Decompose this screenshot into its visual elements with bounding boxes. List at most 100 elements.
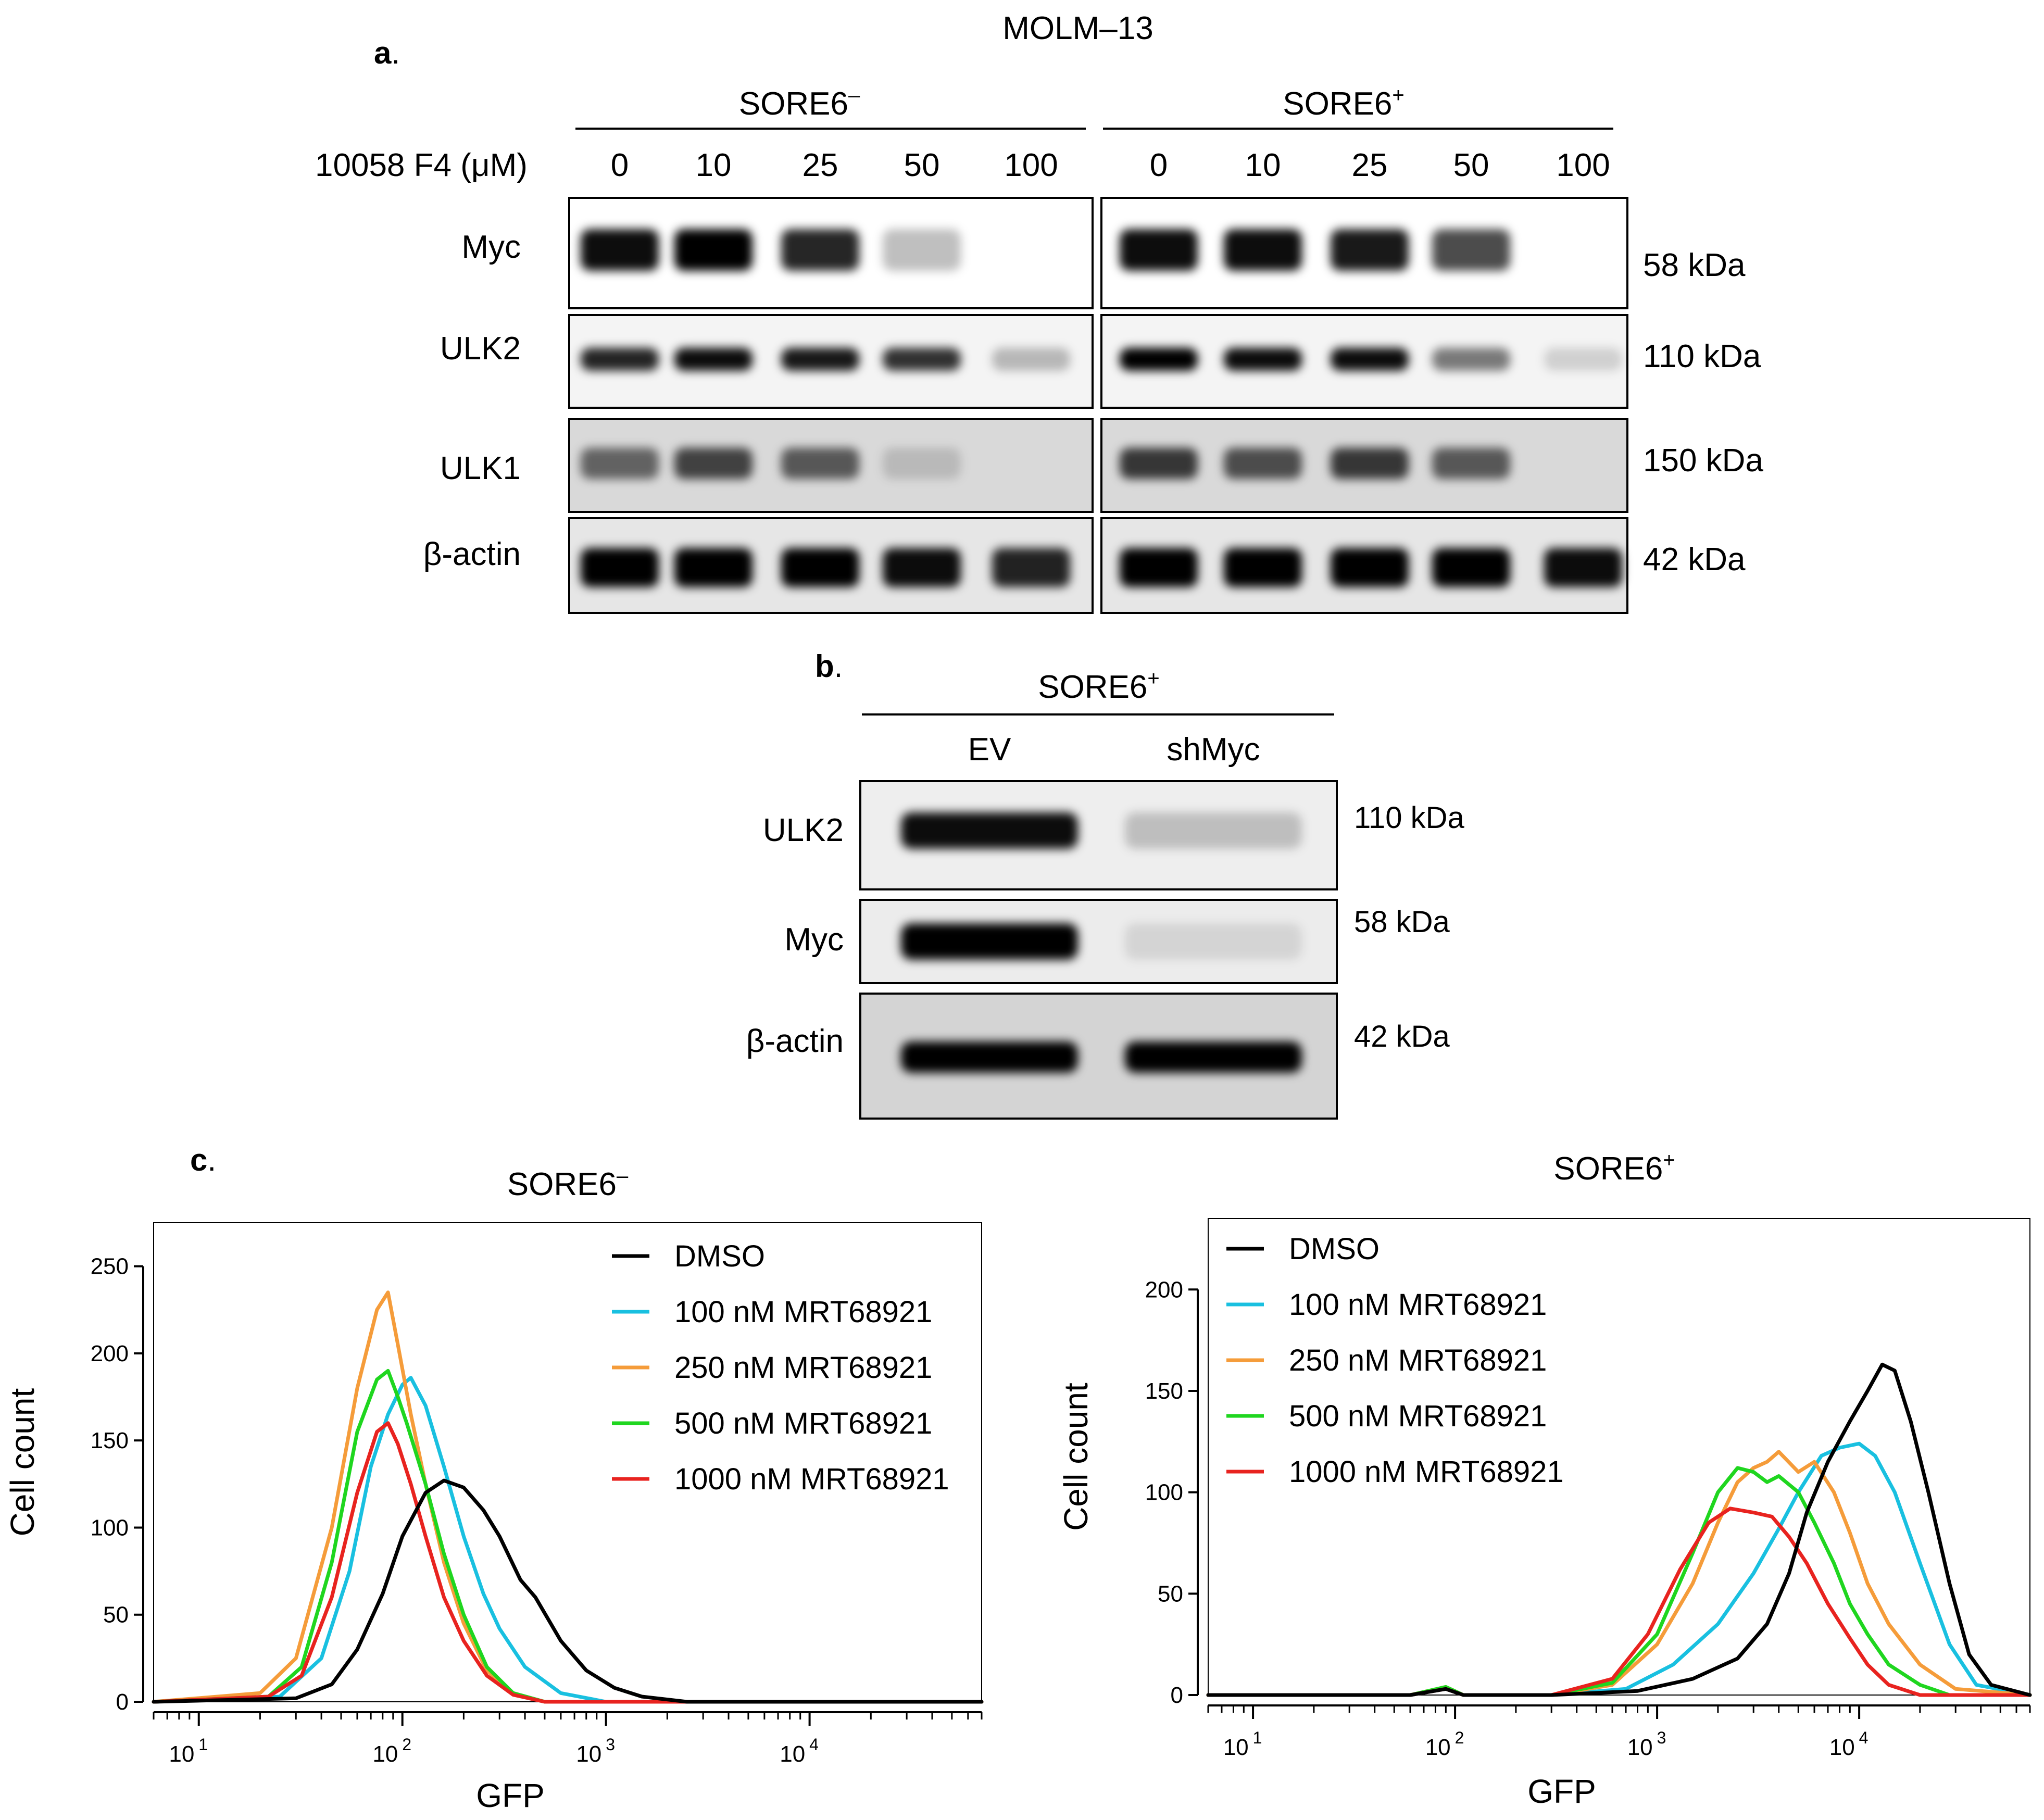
x-axis-label: GFP bbox=[1527, 1773, 1596, 1810]
blot-band bbox=[1331, 348, 1409, 371]
chart-title: SORE6+ bbox=[1553, 1149, 1675, 1187]
y-tick-label: 50 bbox=[1158, 1581, 1183, 1606]
band-size-label: 150 kDa bbox=[1643, 443, 1763, 479]
panel-a-blots: Myc 58 kDa ULK2 110 kDa ULK1 150 kDa β-actin 42… bbox=[423, 197, 1763, 614]
blot-band bbox=[992, 348, 1070, 371]
blot-band bbox=[581, 229, 659, 271]
blot-band bbox=[674, 548, 753, 587]
dose-label: 10 bbox=[696, 147, 732, 183]
band-label: Myc bbox=[461, 229, 521, 265]
blot-band bbox=[1120, 448, 1198, 479]
band-size-label: 42 kDa bbox=[1643, 542, 1746, 578]
histogram-sore6-neg: SORE6– 0 50 100 150 200 250 Cell count 10 1 10 2 10 3… bbox=[4, 1164, 984, 1814]
blot-band bbox=[883, 229, 961, 271]
dose-label: 0 bbox=[1150, 147, 1168, 183]
blot-band bbox=[992, 548, 1070, 587]
panel-b-blots: ULK2 110 kDa Myc 58 kDa β-actin 42 kDa bbox=[746, 780, 1464, 1120]
x-tick-label: 10 2 bbox=[372, 1735, 411, 1767]
x-tick-label: 10 1 bbox=[1223, 1728, 1262, 1760]
blot-band bbox=[1432, 229, 1510, 271]
band-size-label: 42 kDa bbox=[1354, 1020, 1450, 1053]
dose-label: 50 bbox=[1453, 147, 1489, 183]
dose-labels: 0 0 10 10 25 25 50 50 100 100 bbox=[611, 147, 1610, 183]
blot-band bbox=[1544, 348, 1622, 371]
panel-b-lane-labels: EV shMyc bbox=[968, 732, 1260, 768]
lane-label: shMyc bbox=[1167, 732, 1260, 768]
blot-band bbox=[674, 229, 753, 271]
blot-band bbox=[1331, 229, 1409, 271]
band-size-label: 58 kDa bbox=[1643, 247, 1746, 283]
legend-label: DMSO bbox=[674, 1239, 765, 1273]
blot-band bbox=[781, 448, 859, 479]
y-tick-label: 250 bbox=[91, 1254, 129, 1279]
legend-label: 250 nM MRT68921 bbox=[674, 1351, 932, 1385]
x-tick-label: 10 4 bbox=[780, 1735, 819, 1767]
panel-c-letter: c bbox=[190, 1143, 207, 1177]
y-tick-label: 0 bbox=[116, 1689, 129, 1715]
blot-band bbox=[1125, 1041, 1302, 1073]
blot-band bbox=[581, 448, 659, 479]
svg-text:c.: c. bbox=[190, 1143, 216, 1177]
blot-band bbox=[1432, 348, 1510, 371]
blot-band bbox=[901, 923, 1078, 960]
figure-title: MOLM–13 bbox=[1002, 10, 1153, 46]
blot-band bbox=[883, 348, 961, 371]
blot-band bbox=[1224, 229, 1302, 271]
y-tick-label: 0 bbox=[1171, 1683, 1183, 1708]
dose-label: 25 bbox=[802, 147, 838, 183]
blot-band bbox=[901, 812, 1078, 849]
legend-label: 1000 nM MRT68921 bbox=[1289, 1455, 1564, 1489]
y-tick-label: 200 bbox=[1145, 1277, 1183, 1302]
blot-band bbox=[1224, 548, 1302, 587]
plot-frame bbox=[1208, 1218, 2030, 1696]
legend-label: 100 nM MRT68921 bbox=[674, 1295, 932, 1329]
blot-band bbox=[1331, 448, 1409, 479]
chart-title: SORE6– bbox=[507, 1164, 629, 1202]
dose-label: 100 bbox=[1556, 147, 1610, 183]
band-label: ULK2 bbox=[440, 331, 521, 367]
legend-label: DMSO bbox=[1289, 1232, 1380, 1266]
blot-band bbox=[1224, 348, 1302, 371]
lane-label: EV bbox=[968, 732, 1011, 768]
y-tick-label: 50 bbox=[103, 1602, 129, 1628]
treatment-label: 10058 F4 (μM) bbox=[315, 147, 528, 183]
legend-label: 500 nM MRT68921 bbox=[674, 1407, 932, 1440]
blot-band bbox=[1224, 448, 1302, 479]
blot-band bbox=[781, 229, 859, 271]
blot-band bbox=[674, 348, 753, 371]
band-label: ULK2 bbox=[763, 812, 844, 848]
blot-band bbox=[781, 348, 859, 371]
series-line bbox=[152, 1369, 984, 1704]
series-line bbox=[152, 1421, 984, 1704]
blot-band bbox=[883, 448, 961, 479]
legend-label: 100 nM MRT68921 bbox=[1289, 1288, 1547, 1322]
y-tick-label: 150 bbox=[91, 1428, 129, 1453]
y-tick-label: 200 bbox=[91, 1341, 129, 1366]
x-axis-label: GFP bbox=[476, 1777, 545, 1814]
x-tick-label: 10 2 bbox=[1425, 1728, 1464, 1760]
blot-band bbox=[1125, 923, 1302, 960]
blot-band bbox=[1120, 548, 1198, 587]
band-label: β-actin bbox=[746, 1023, 844, 1059]
band-size-label: 58 kDa bbox=[1354, 905, 1450, 939]
blot-band bbox=[1120, 229, 1198, 271]
histogram-sore6-pos: SORE6+ 0 50 100 150 200 Cell count 10 1 10 2 10 3 10 4… bbox=[1057, 1149, 2032, 1810]
dose-label: 0 bbox=[611, 147, 629, 183]
y-tick-label: 150 bbox=[1145, 1378, 1183, 1404]
y-axis-label: Cell count bbox=[4, 1388, 41, 1536]
series-line bbox=[152, 1478, 984, 1704]
blot-band bbox=[1331, 548, 1409, 587]
series-line bbox=[152, 1376, 984, 1704]
blot-band bbox=[581, 548, 659, 587]
y-tick-label: 100 bbox=[91, 1515, 129, 1540]
blot-band bbox=[674, 448, 753, 479]
legend-label: 500 nM MRT68921 bbox=[1289, 1399, 1547, 1433]
blot-band bbox=[901, 1041, 1078, 1073]
x-tick-label: 10 3 bbox=[576, 1735, 615, 1767]
svg-text:b.: b. bbox=[815, 649, 843, 684]
blot-band bbox=[1120, 348, 1198, 371]
series-line bbox=[1206, 1507, 2032, 1697]
blot-band bbox=[781, 548, 859, 587]
panel-b-letter: b bbox=[815, 649, 834, 684]
